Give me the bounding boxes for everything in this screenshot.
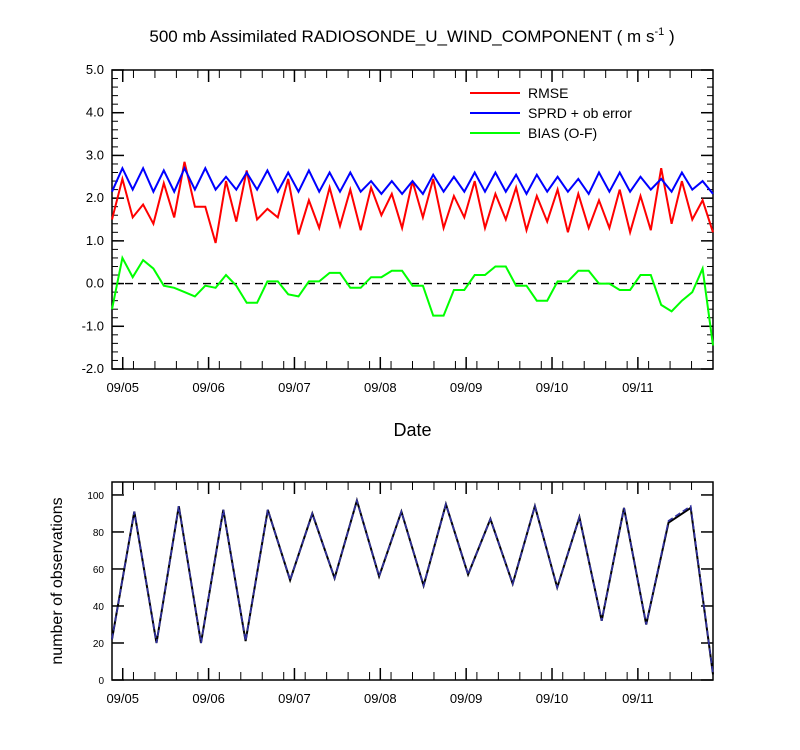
x-tick-label: 09/08 [364,691,397,706]
y-tick-label: -2.0 [82,361,104,376]
series-line-observations-dashed [111,497,714,675]
x-tick-label: 09/11 [622,380,654,395]
y-tick-label: 0.0 [86,276,104,291]
chart-title-superscript: -1 [654,26,664,38]
y-tick-label: -1.0 [82,318,104,333]
x-tick-label: 09/06 [192,691,225,706]
x-tick-label: 09/07 [278,691,311,706]
y-tick-label: 100 [87,491,104,502]
y-tick-label: 5.0 [86,62,104,77]
x-axis-label: Date [393,420,431,440]
x-tick-label: 09/07 [278,380,311,395]
chart-title-tail: ) [664,27,674,46]
y-tick-label: 80 [93,528,105,539]
series-line-sprd-ob-error [111,165,714,197]
series-line-observations [111,496,714,675]
x-tick-label: 09/10 [536,380,569,395]
top-chart-panel: 09/05 09/06 09/07 09/08 09/09 09/10 09/11 5.0 4.… [82,62,714,440]
series-line-bias-o-f [111,254,714,346]
legend-label: BIAS (O-F) [528,125,597,141]
legend-label: SPRD + ob error [528,105,632,121]
x-tick-label: 09/05 [106,691,139,706]
x-tick-label: 09/10 [536,691,569,706]
y-tick-label: 1.0 [86,233,104,248]
y-tick-label: 20 [93,639,105,650]
x-tick-label: 09/11 [622,691,654,706]
x-tick-label: 09/05 [106,380,139,395]
x-tick-label: 09/09 [450,691,483,706]
y-tick-label: 2.0 [86,190,104,205]
legend-label: RMSE [528,85,568,101]
chart-title: 500 mb Assimilated RADIOSONDE_U_WIND_COM… [149,26,674,46]
y-axis-label: number of observations [49,497,66,664]
y-tick-label: 4.0 [86,105,104,120]
y-tick-label: 40 [93,602,105,613]
y-tick-label: 3.0 [86,147,104,162]
y-tick-label: 60 [93,565,105,576]
x-tick-label: 09/08 [364,380,397,395]
bottom-chart-panel: 09/05 09/06 09/07 09/08 09/09 09/10 09/11 100 80… [49,481,714,706]
chart-title-text: 500 mb Assimilated RADIOSONDE_U_WIND_COM… [149,27,654,46]
x-tick-label: 09/09 [450,380,483,395]
y-tick-label: 0 [98,676,104,687]
x-tick-label: 09/06 [192,380,225,395]
